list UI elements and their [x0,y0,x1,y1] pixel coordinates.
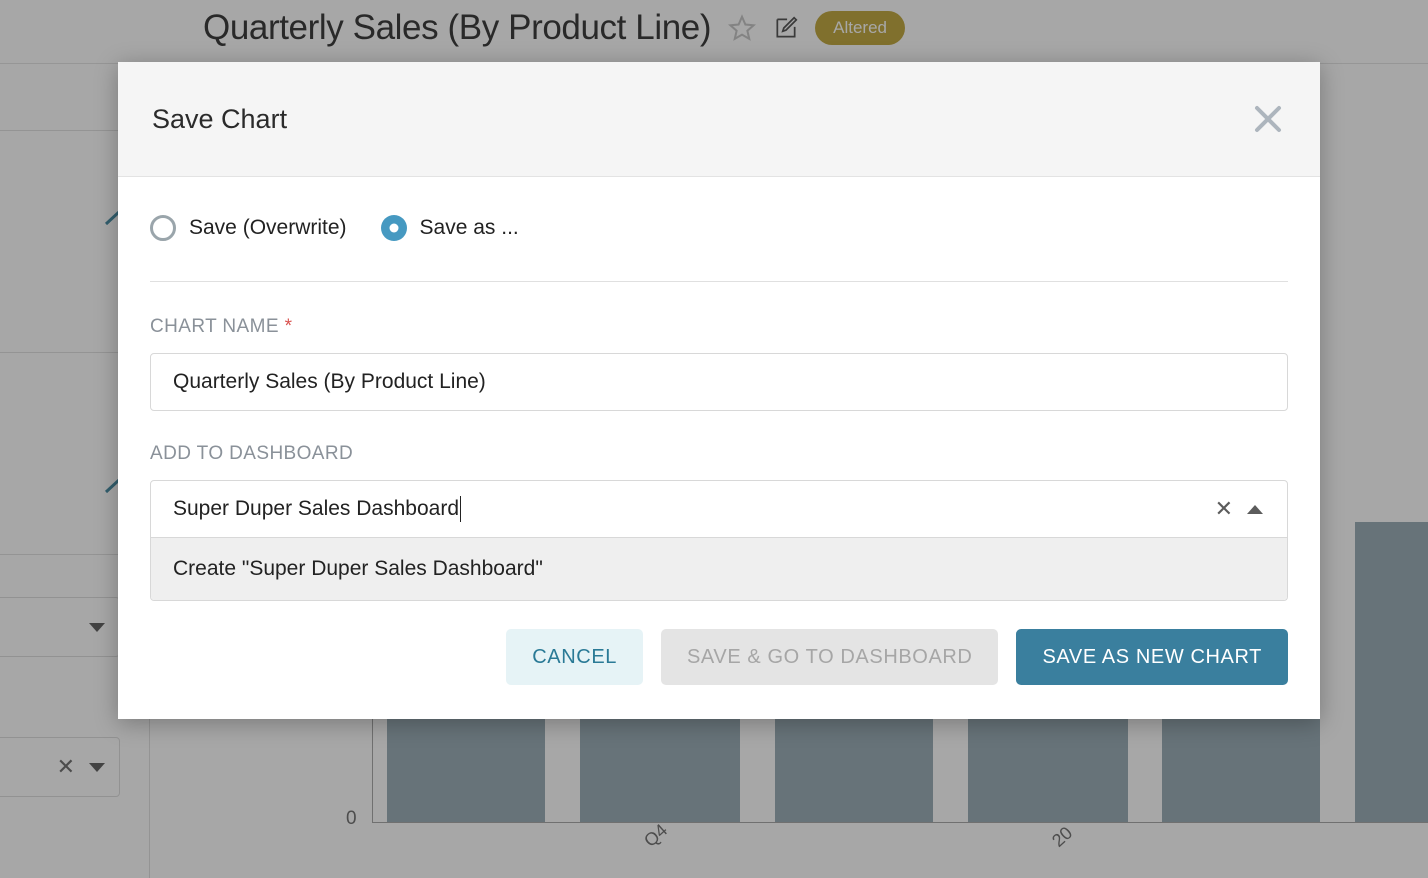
save-and-go-to-dashboard-button: SAVE & GO TO DASHBOARD [660,629,999,685]
divider [150,281,1288,282]
dashboard-dropdown-menu: Create "Super Duper Sales Dashboard" [150,538,1288,601]
dashboard-input[interactable]: Super Duper Sales Dashboard [173,496,1201,522]
save-as-new-chart-button[interactable]: SAVE AS NEW CHART [1016,629,1288,685]
text-cursor [460,496,462,522]
dashboard-field-group: ADD TO DASHBOARD Super Duper Sales Dashb… [150,443,1288,601]
modal-footer: CANCEL SAVE & GO TO DASHBOARD SAVE AS NE… [118,601,1320,719]
chart-y-tick-0: 0 [346,808,357,829]
radio-indicator-unchecked[interactable] [150,215,176,241]
radio-label-save-as: Save as ... [419,216,519,239]
chart-title-row: Quarterly Sales (By Product Line) Altere… [203,8,906,48]
panel-divider [0,130,150,131]
chart-name-label-text: CHART NAME [150,316,279,337]
panel-select-metric[interactable] [0,597,120,657]
required-asterisk: * [284,316,293,337]
radio-option-save-as[interactable]: Save as ... [380,215,519,241]
clear-icon[interactable]: ✕ [1214,496,1233,521]
chart-name-label: CHART NAME * [150,316,1288,338]
chart-name-field-group: CHART NAME * [150,316,1288,411]
page-title: Quarterly Sales (By Product Line) [203,8,712,47]
caret-down-icon[interactable] [89,622,105,632]
close-icon[interactable] [1246,97,1290,141]
chart-name-input[interactable] [150,353,1288,411]
status-badge: Altered [815,11,906,45]
chart-x-axis [372,822,1428,823]
caret-down-icon[interactable] [89,762,105,772]
radio-label-save-overwrite: Save (Overwrite) [189,216,347,239]
radio-indicator-checked[interactable] [380,215,407,241]
dashboard-label: ADD TO DASHBOARD [150,443,354,464]
dashboard-input-value: Super Duper Sales Dashboard [173,497,460,520]
dashboard-combobox[interactable]: Super Duper Sales Dashboard ✕ Create "Su… [150,480,1288,601]
modal-title: Save Chart [152,103,288,134]
chart-bar [1355,522,1428,822]
dashboard-option-create[interactable]: Create "Super Duper Sales Dashboard" [151,538,1287,600]
caret-up-icon[interactable] [1247,504,1263,514]
radio-option-save-overwrite[interactable]: Save (Overwrite) [150,215,347,241]
cancel-button[interactable]: CANCEL [506,629,643,685]
app-header: Quarterly Sales (By Product Line) Altere… [0,0,1428,64]
panel-select-filter[interactable]: ✕ [0,737,120,797]
save-chart-modal: Save Chart Save (Overwrite) Save as ... … [118,62,1320,719]
save-mode-radio-group: Save (Overwrite) Save as ... [150,215,1288,241]
edit-pencil-icon[interactable] [773,15,799,41]
panel-divider [0,352,150,353]
modal-header: Save Chart [118,62,1320,177]
close-x-icon[interactable]: ✕ [56,754,75,779]
modal-body: Save (Overwrite) Save as ... CHART NAME … [118,177,1320,601]
dashboard-combobox-control[interactable]: Super Duper Sales Dashboard ✕ [150,480,1288,538]
panel-divider [0,554,150,555]
star-icon[interactable] [727,13,757,43]
